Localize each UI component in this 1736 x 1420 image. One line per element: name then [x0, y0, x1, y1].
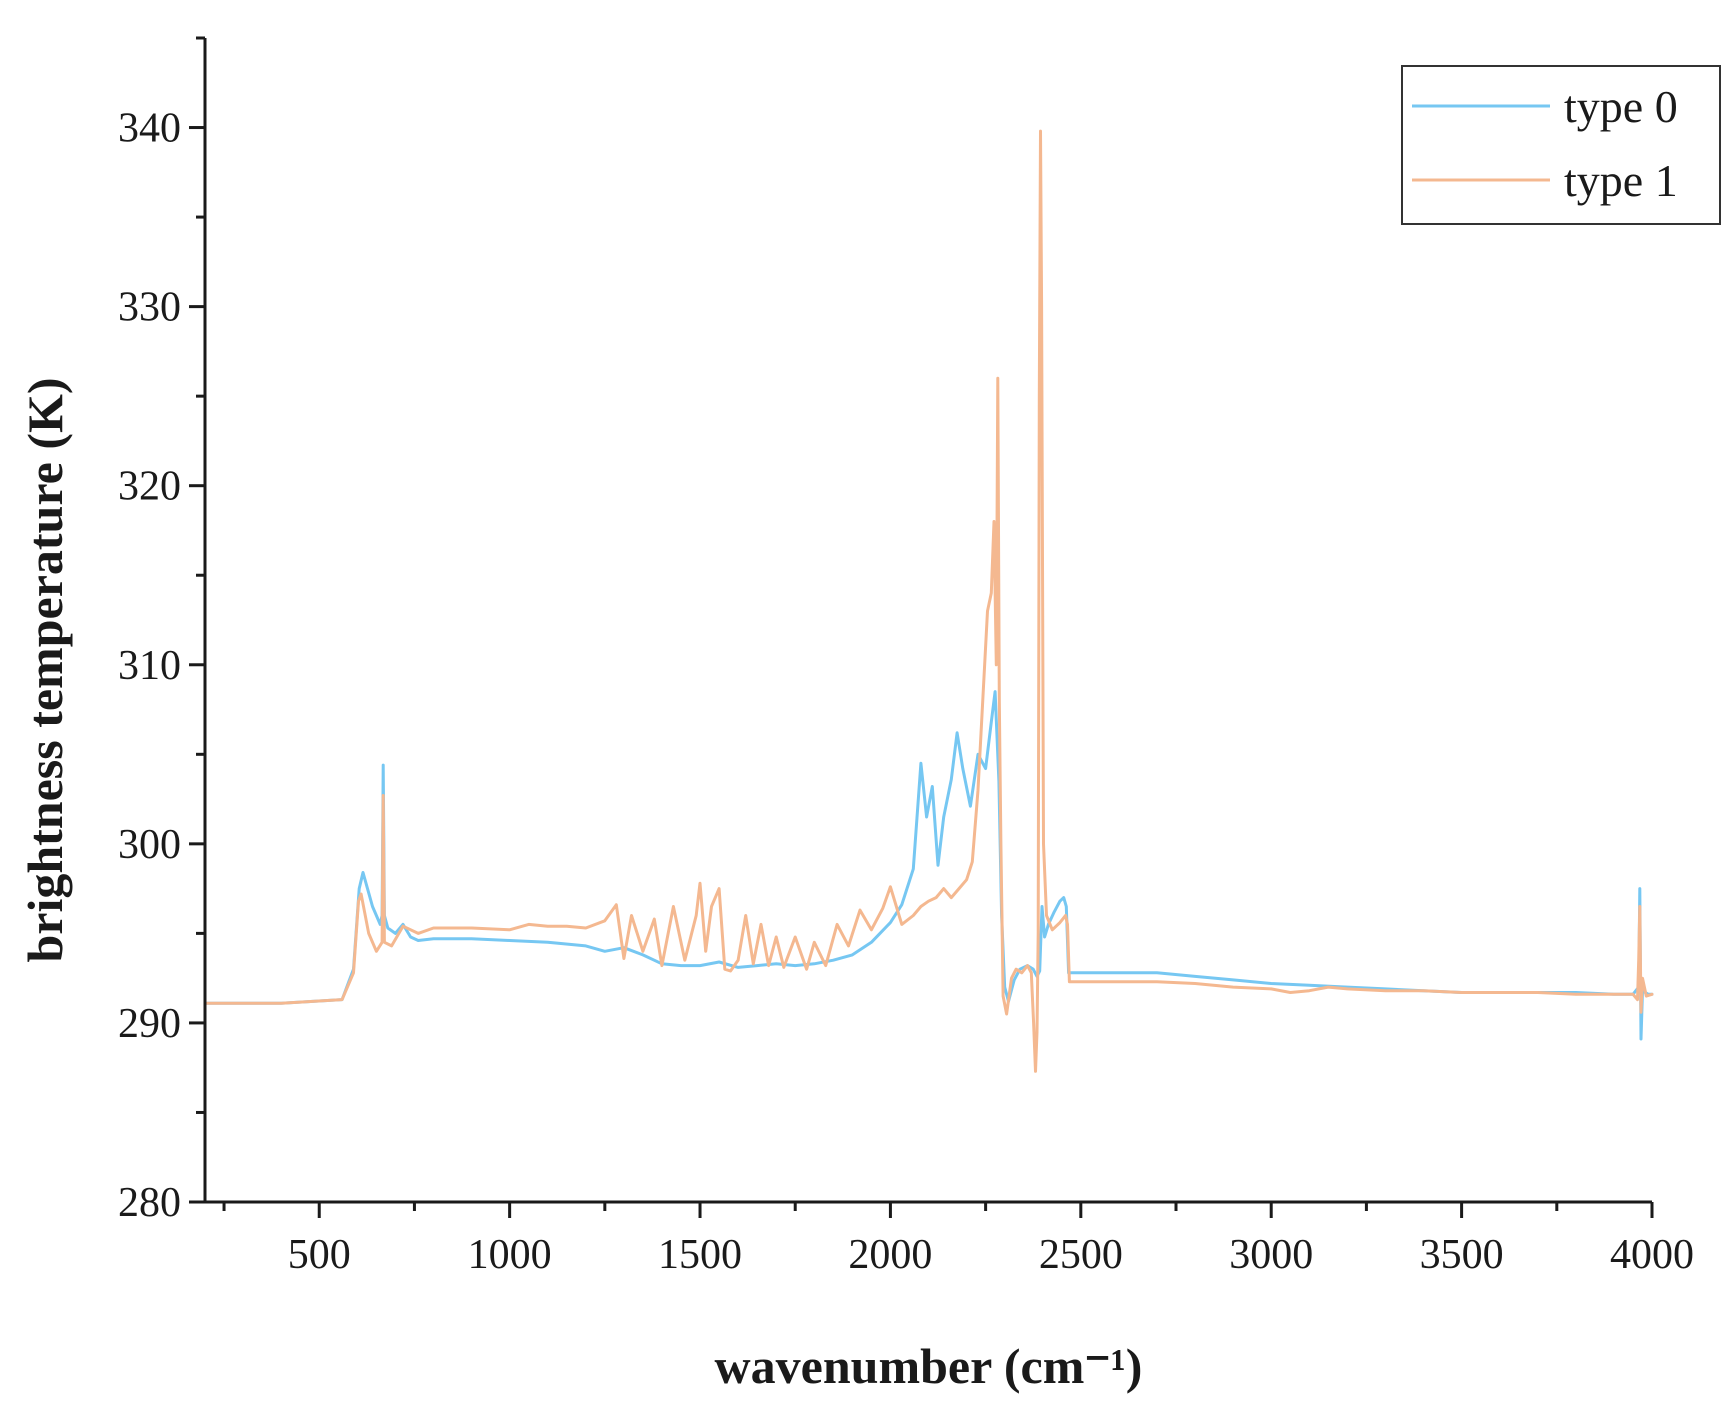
- series-layer: [203, 129, 1654, 1073]
- y-tick-label: 290: [118, 1001, 181, 1047]
- x-tick-label: 3500: [1420, 1232, 1504, 1278]
- y-tick-label: 310: [118, 643, 181, 689]
- y-ticks: 280 290 300 310 320 330 340: [118, 36, 205, 1226]
- x-tick-label: 2000: [848, 1232, 932, 1278]
- y-tick-label: 300: [118, 822, 181, 868]
- y-tick-label: 330: [118, 285, 181, 331]
- x-ticks: 500 1000 1500 2000 2500 3000 3500 4000: [222, 1202, 1694, 1278]
- series-line-0: [203, 690, 1654, 1041]
- y-tick-label: 320: [118, 464, 181, 510]
- legend-label: type 0: [1564, 81, 1678, 132]
- x-axis-title: wavenumber (cm⁻¹): [715, 1338, 1143, 1394]
- series-line-1: [203, 129, 1654, 1073]
- x-tick-label: 1500: [658, 1232, 742, 1278]
- x-tick-label: 4000: [1610, 1232, 1694, 1278]
- legend-label: type 1: [1564, 155, 1678, 206]
- axes: 280 290 300 310 320 330 340 500 1000 1500 2000 250…: [118, 36, 1694, 1278]
- y-tick-label: 340: [118, 106, 181, 152]
- y-axis-title: brightness temperature (K): [17, 377, 73, 962]
- y-tick-label: 280: [118, 1180, 181, 1226]
- x-tick-label: 3000: [1229, 1232, 1313, 1278]
- x-tick-label: 2500: [1039, 1232, 1123, 1278]
- x-tick-label: 500: [288, 1232, 351, 1278]
- legend: type 0 type 1: [1401, 65, 1721, 225]
- legend-box: [1401, 65, 1721, 225]
- x-tick-label: 1000: [468, 1232, 552, 1278]
